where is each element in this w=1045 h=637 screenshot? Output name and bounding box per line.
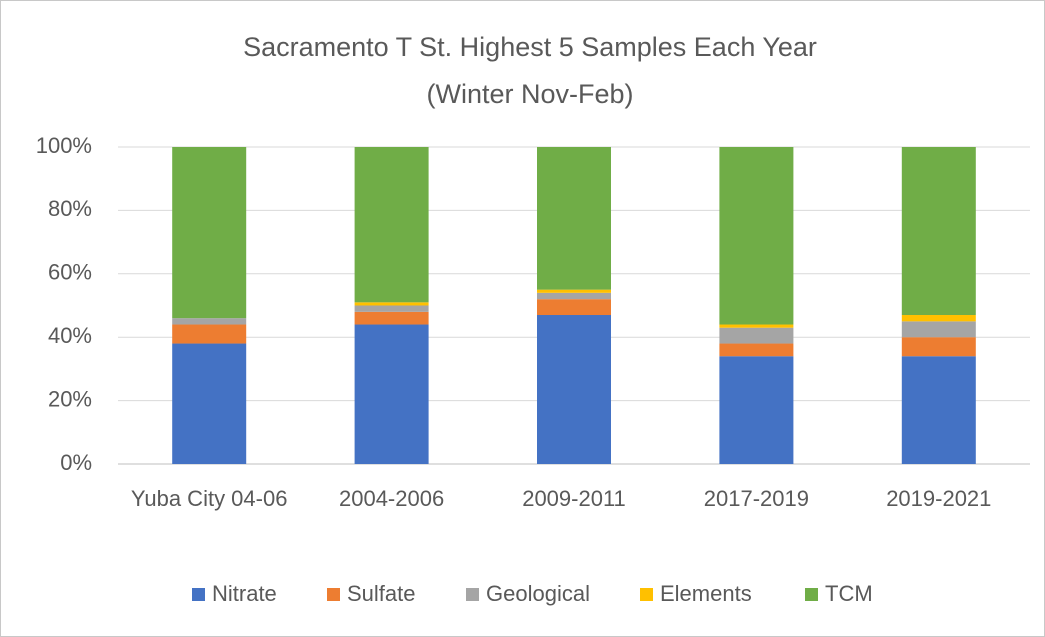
- bar-segment: [172, 343, 247, 464]
- bar-segment: [901, 315, 976, 322]
- bar-segment: [537, 289, 611, 293]
- bar-segment: [719, 147, 794, 325]
- y-tick-label: 60%: [48, 260, 92, 285]
- x-tick-label: 2004-2006: [338, 486, 445, 511]
- bar-segment: [354, 324, 429, 464]
- y-tick-label: 80%: [48, 196, 92, 221]
- x-tick-label: 2017-2019: [703, 486, 809, 511]
- bar-segment: [901, 147, 976, 316]
- bar-segment: [719, 327, 794, 344]
- y-tick-label: 40%: [48, 323, 92, 348]
- bar-segment: [719, 343, 794, 357]
- legend-swatch: [327, 588, 340, 601]
- x-tick-label: 2019-2021: [886, 486, 992, 511]
- bar-segment: [537, 147, 611, 290]
- bar-segment: [901, 337, 976, 357]
- y-tick-label: 100%: [36, 133, 92, 158]
- bar-segment: [354, 302, 429, 306]
- bar-segment: [354, 305, 429, 312]
- bar-segment: [537, 315, 611, 464]
- bar-segment: [901, 356, 976, 464]
- legend-swatch: [192, 588, 205, 601]
- y-tick-label: 0%: [60, 450, 92, 475]
- chart-subtitle: (Winter Nov-Feb): [426, 79, 633, 109]
- y-tick-label: 20%: [48, 386, 92, 411]
- bar-segment: [172, 324, 247, 344]
- x-tick-label: Yuba City 04-06: [130, 486, 288, 511]
- legend-label: Sulfate: [347, 581, 416, 606]
- bar-segment: [719, 356, 794, 464]
- bar-segment: [354, 147, 429, 303]
- bar-segment: [172, 147, 247, 319]
- bar-segment: [537, 292, 611, 300]
- bar-segment: [901, 321, 976, 338]
- legend-swatch: [805, 588, 818, 601]
- legend-label: Geological: [486, 581, 590, 606]
- bar-segment: [537, 299, 611, 316]
- legend-swatch: [466, 588, 479, 601]
- bar-segment: [172, 318, 247, 325]
- legend-label: Nitrate: [212, 581, 277, 606]
- bar-segment: [719, 324, 794, 328]
- legend-swatch: [640, 588, 653, 601]
- chart-title: Sacramento T St. Highest 5 Samples Each …: [243, 32, 817, 62]
- legend-label: Elements: [660, 581, 752, 606]
- x-tick-label: 2009-2011: [522, 486, 626, 511]
- legend-label: TCM: [825, 581, 873, 606]
- bar-segment: [354, 311, 429, 325]
